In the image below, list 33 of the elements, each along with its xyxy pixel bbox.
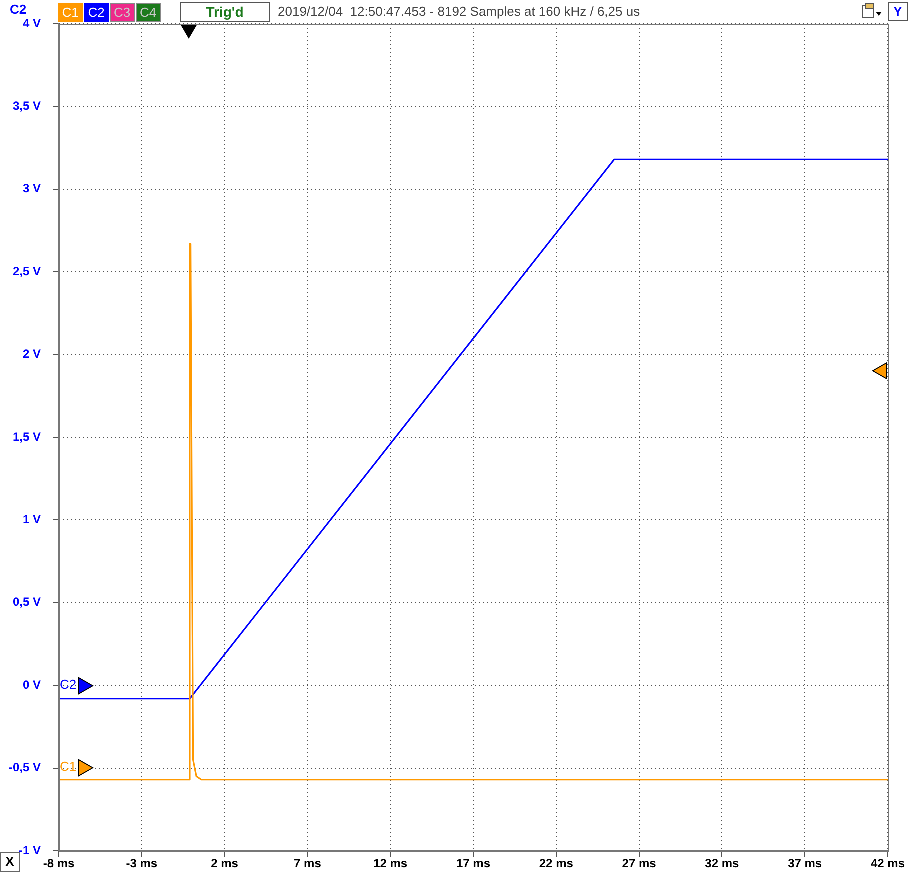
y-tick-label: 2,5 V: [12, 264, 41, 278]
y-axis-title: C2: [10, 2, 27, 17]
x-tick-label: 2 ms: [211, 856, 239, 871]
x-axis-title: X: [0, 852, 20, 872]
y-tick-label: -0,5 V: [8, 760, 41, 775]
text: C4: [136, 3, 161, 22]
chart-title: 2019/12/04 12:50:47.453 - 8192 Samples at 160 kHz / 6,25 us: [278, 4, 640, 19]
x-tick-label: 32 ms: [705, 856, 740, 871]
x-tick-label: 7 ms: [294, 856, 322, 871]
text: Y: [888, 2, 908, 21]
text: Trig'd: [180, 2, 270, 22]
text: C2: [88, 5, 105, 20]
legend-label: C2: [60, 677, 77, 692]
y-tick-label: 1 V: [22, 512, 41, 527]
y-tick-label: 4 V: [22, 16, 41, 30]
x-tick-label: 42 ms: [870, 856, 906, 871]
x-tick-label: 12 ms: [374, 856, 408, 871]
text: C1: [62, 5, 79, 20]
y-tick-label: -1 V: [18, 843, 41, 858]
x-tick-label: 27 ms: [622, 856, 657, 871]
text: C3: [110, 3, 135, 22]
y-tick-label: 0,5 V: [12, 595, 41, 610]
x-tick-label: -8 ms: [43, 856, 75, 871]
x-tick-label: -3 ms: [126, 856, 158, 871]
y-tick-label: 2 V: [22, 347, 41, 362]
x-tick-label: 22 ms: [539, 856, 574, 871]
legend-label: C1: [60, 759, 77, 774]
y-tick-label: 0 V: [22, 678, 41, 692]
x-tick-label: 17 ms: [456, 856, 491, 871]
y-tick-label: 1,5 V: [12, 430, 41, 444]
y-tick-label: 3,5 V: [12, 99, 41, 114]
y-tick-label: 3 V: [22, 182, 41, 196]
x-tick-label: 37 ms: [788, 856, 822, 871]
